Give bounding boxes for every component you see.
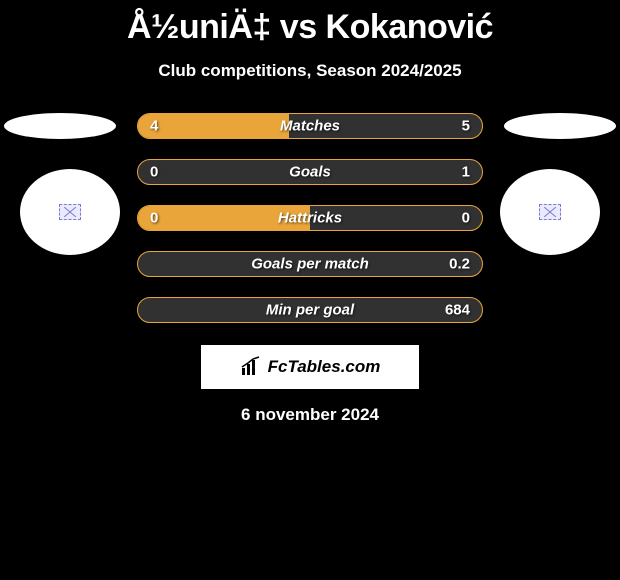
stats-bars: 4 5 Matches 0 1 Goals 0 0 Hattricks 0.2 Goals per … <box>137 113 483 323</box>
stat-right-value: 0 <box>462 210 470 227</box>
stat-bar: 4 5 Matches <box>137 113 483 139</box>
stat-label: Goals <box>289 164 331 181</box>
stat-label: Min per goal <box>266 302 354 319</box>
page-subtitle: Club competitions, Season 2024/2025 <box>0 61 620 81</box>
stat-label: Hattricks <box>278 210 342 227</box>
stat-right-value: 684 <box>445 302 470 319</box>
stat-right-value: 0.2 <box>449 256 470 273</box>
date-text: 6 november 2024 <box>0 405 620 425</box>
stat-left-value: 4 <box>150 118 158 135</box>
stat-label: Goals per match <box>251 256 369 273</box>
stat-left-value: 0 <box>150 164 158 181</box>
stat-bar: 0.2 Goals per match <box>137 251 483 277</box>
left-ellipse-icon <box>4 113 116 139</box>
stat-label: Matches <box>280 118 340 135</box>
right-team-badge <box>500 169 600 255</box>
stat-left-value: 0 <box>150 210 158 227</box>
flag-placeholder-icon <box>59 204 81 220</box>
brand-text: FcTables.com <box>268 357 381 377</box>
brand-badge: FcTables.com <box>201 345 419 389</box>
flag-placeholder-icon <box>539 204 561 220</box>
page-title: Å½uniÄ‡ vs Kokanović <box>0 0 620 47</box>
stat-bar: 0 1 Goals <box>137 159 483 185</box>
chart-icon <box>240 356 262 378</box>
stat-right-value: 5 <box>462 118 470 135</box>
comparison-content: 4 5 Matches 0 1 Goals 0 0 Hattricks 0.2 Goals per … <box>0 113 620 425</box>
bar-fill-left <box>138 114 289 138</box>
stat-bar: 0 0 Hattricks <box>137 205 483 231</box>
stat-bar: 684 Min per goal <box>137 297 483 323</box>
right-ellipse-icon <box>504 113 616 139</box>
stat-right-value: 1 <box>462 164 470 181</box>
left-team-badge <box>20 169 120 255</box>
